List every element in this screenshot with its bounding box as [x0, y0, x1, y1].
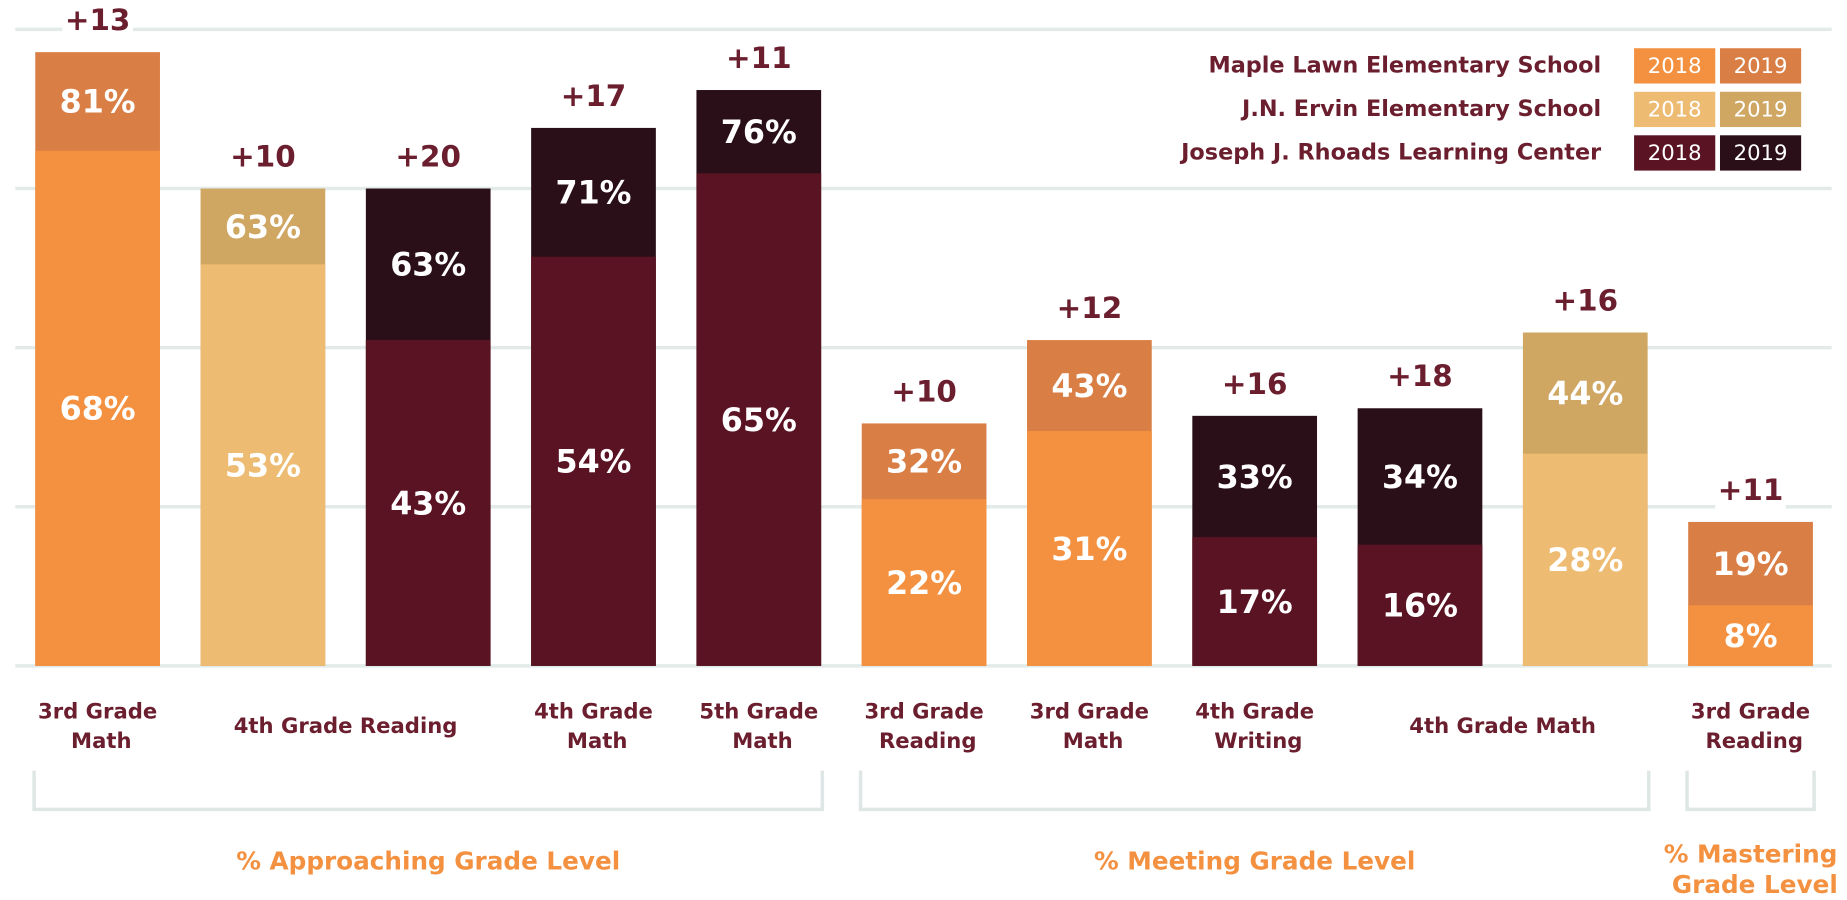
- legend-year: 2019: [1734, 97, 1788, 122]
- group-label: % Meeting Grade Level: [1094, 846, 1415, 875]
- x-tick-label: 4th Grade Math: [534, 698, 653, 752]
- value-label-2018: 54%: [556, 445, 632, 481]
- change-label: +20: [395, 139, 461, 173]
- value-label-2018: 16%: [1382, 589, 1458, 625]
- value-label-2019: 34%: [1382, 460, 1458, 496]
- group-label: % Approaching Grade Level: [236, 846, 620, 875]
- legend-year: 2018: [1648, 53, 1702, 78]
- value-label-2018: 22%: [886, 566, 962, 602]
- change-label-bg: [227, 139, 299, 177]
- group-bracket: [1685, 770, 1816, 812]
- change-label: +16: [1552, 283, 1618, 317]
- value-label-2019: 43%: [1051, 369, 1127, 405]
- bar-2018: [200, 264, 326, 666]
- change-label: +16: [1222, 367, 1288, 401]
- group-bracket: [858, 770, 1651, 812]
- bar-2018: [1027, 430, 1152, 666]
- value-label-2018: 31%: [1051, 532, 1127, 568]
- legend-swatch: [1719, 48, 1802, 84]
- x-tick-label: 3rd Grade Math: [38, 698, 157, 752]
- legend-swatch: [1634, 48, 1716, 84]
- value-label-2019: 81%: [60, 85, 136, 121]
- bar-2018: [1688, 605, 1813, 666]
- legend-swatch: [1719, 135, 1802, 171]
- value-label-2018: 43%: [390, 486, 466, 522]
- change-label: +12: [1057, 291, 1123, 325]
- change-label: +11: [1718, 473, 1784, 507]
- value-label-2019: 63%: [225, 210, 301, 246]
- bar-2018: [365, 340, 491, 666]
- change-label-bg: [1384, 358, 1456, 397]
- bar-2018: [696, 173, 822, 666]
- value-label-2019: 44%: [1547, 376, 1623, 412]
- legend-swatch: [1634, 135, 1716, 171]
- value-label-2018: 65%: [721, 403, 797, 439]
- change-label: +17: [561, 79, 627, 113]
- change-label-bg: [1549, 283, 1621, 321]
- legend-swatch: [1634, 91, 1716, 128]
- legend-year: 2019: [1734, 140, 1788, 165]
- legend-label: J.N. Ervin Elementary School: [1240, 96, 1601, 122]
- value-label-2019: 76%: [721, 115, 797, 151]
- change-label: +13: [65, 3, 131, 37]
- value-label-2018: 28%: [1547, 543, 1623, 579]
- x-tick-label: 3rd Grade Reading: [1691, 698, 1810, 752]
- legend-year: 2018: [1648, 140, 1702, 165]
- value-label-2019: 19%: [1713, 547, 1789, 583]
- change-label-bg: [1219, 366, 1290, 405]
- bar-2018: [1522, 453, 1648, 666]
- group-bracket: [32, 770, 825, 812]
- value-label-2019: 33%: [1217, 460, 1293, 496]
- bar-2018: [1357, 544, 1483, 666]
- x-tick-label: 4th Grade Writing: [1195, 698, 1314, 752]
- x-tick-label: 4th Grade Math: [1409, 713, 1596, 738]
- change-label: +10: [891, 374, 957, 408]
- bar-2018: [35, 150, 160, 666]
- legend-year: 2018: [1648, 97, 1702, 122]
- x-tick-label: 3rd Grade Reading: [864, 698, 983, 752]
- change-label-bg: [888, 374, 960, 412]
- value-label-2018: 53%: [225, 448, 301, 484]
- legend-label: Joseph J. Rhoads Learning Center: [1179, 139, 1601, 165]
- group-label: % Mastering Grade Level: [1663, 839, 1837, 899]
- legend-swatch: [1719, 91, 1802, 128]
- legend-label: Maple Lawn Elementary School: [1208, 52, 1601, 78]
- change-label: +10: [230, 139, 296, 173]
- change-label: +18: [1387, 359, 1453, 393]
- change-label: +11: [726, 41, 792, 75]
- x-tick-label: 4th Grade Reading: [234, 713, 458, 738]
- bar-2018: [861, 499, 987, 666]
- value-label-2018: 8%: [1724, 619, 1778, 655]
- legend-year: 2019: [1734, 53, 1788, 78]
- bar-2018: [531, 256, 656, 666]
- change-label-bg: [392, 139, 464, 177]
- value-label-2019: 32%: [886, 445, 962, 481]
- change-label-bg: [1715, 472, 1786, 511]
- change-label-bg: [558, 78, 629, 117]
- value-label-2018: 17%: [1217, 585, 1293, 621]
- change-label-bg: [62, 2, 133, 41]
- bar-2018: [1192, 537, 1318, 666]
- change-label-bg: [723, 40, 795, 79]
- x-tick-label: 5th Grade Math: [699, 698, 818, 752]
- change-label-bg: [1054, 290, 1125, 329]
- x-tick-label: 3rd Grade Math: [1030, 698, 1149, 752]
- value-label-2019: 63%: [390, 248, 466, 284]
- value-label-2019: 71%: [556, 176, 632, 212]
- value-label-2018: 68%: [60, 392, 136, 428]
